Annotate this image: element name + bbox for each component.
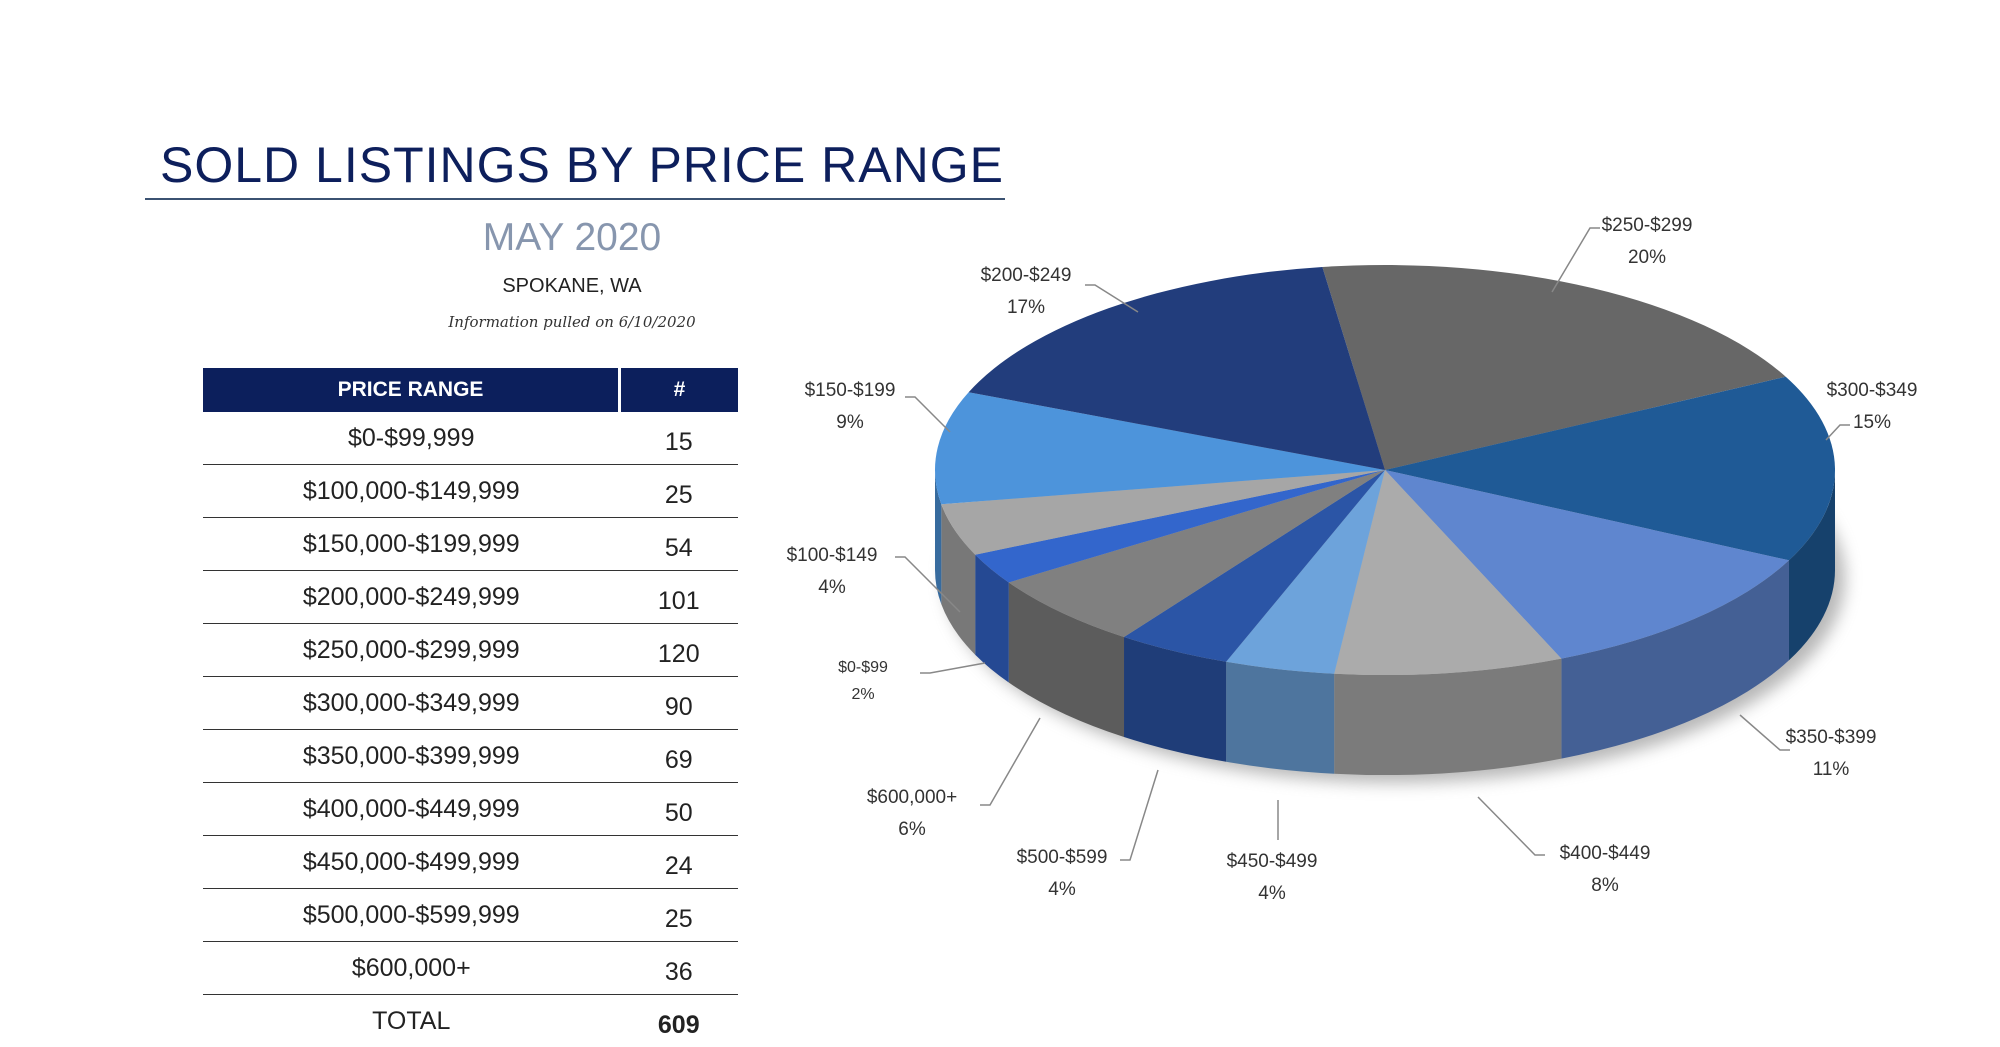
slice-label: $600,000+6% xyxy=(832,782,992,846)
slice-label-range: $400-$449 xyxy=(1525,838,1685,870)
slice-label-range: $250-$299 xyxy=(1567,210,1727,242)
pie-slice-side xyxy=(1334,659,1561,775)
slice-label-range: $100-$149 xyxy=(752,540,912,572)
slice-label-range: $0-$99 xyxy=(783,654,943,681)
pie-slice-side xyxy=(1226,662,1334,774)
slice-label-range: $150-$199 xyxy=(770,375,930,407)
slice-label-range: $600,000+ xyxy=(832,782,992,814)
slice-label-pct: 8% xyxy=(1525,870,1685,902)
slice-label-pct: 20% xyxy=(1567,242,1727,274)
slice-label-range: $350-$399 xyxy=(1751,722,1911,754)
slice-label-pct: 11% xyxy=(1751,754,1911,786)
slice-label-pct: 9% xyxy=(770,407,930,439)
slice-label-pct: 4% xyxy=(752,572,912,604)
slice-label-pct: 4% xyxy=(982,874,1142,906)
slice-label-pct: 17% xyxy=(946,292,1106,324)
slice-label-pct: 6% xyxy=(832,814,992,846)
slice-label-pct: 15% xyxy=(1792,407,1952,439)
slice-label-pct: 4% xyxy=(1192,878,1352,910)
slice-label-range: $300-$349 xyxy=(1792,375,1952,407)
slice-label-pct: 2% xyxy=(783,681,943,708)
slice-label-range: $450-$499 xyxy=(1192,846,1352,878)
slice-label-range: $200-$249 xyxy=(946,260,1106,292)
slice-label-range: $500-$599 xyxy=(982,842,1142,874)
